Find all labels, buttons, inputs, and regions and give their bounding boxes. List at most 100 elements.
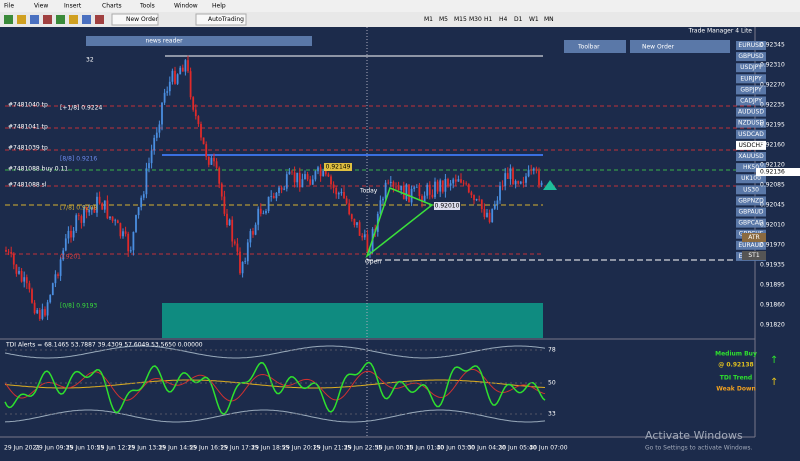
zone (162, 303, 543, 338)
tool-icon[interactable] (4, 15, 13, 24)
timeframe[interactable]: M5 (439, 16, 448, 23)
candle (506, 173, 509, 179)
symbol-label[interactable]: GBPAUD (738, 209, 763, 216)
candle (540, 182, 543, 186)
candle (369, 251, 371, 253)
symbol-button[interactable] (736, 63, 766, 73)
symbol-button[interactable] (736, 218, 766, 228)
indicator-button-label[interactable]: ATR (748, 234, 759, 241)
panel-button[interactable] (630, 40, 730, 53)
button-label[interactable]: New Order (126, 16, 159, 23)
indicator-button-label[interactable]: ST1 (748, 252, 759, 259)
symbol-label[interactable]: HK50 (743, 164, 759, 171)
indicator-button[interactable] (742, 233, 766, 242)
tool-icon[interactable] (95, 15, 104, 24)
indicator-button[interactable] (742, 251, 766, 260)
menu-item[interactable]: Help (212, 3, 226, 10)
order-label: #7481039 tp (8, 145, 48, 152)
menu-item[interactable]: File (4, 3, 14, 10)
tool-icon[interactable] (43, 15, 52, 24)
candle (395, 186, 397, 188)
candle (439, 180, 442, 192)
candle (272, 196, 275, 199)
candle (93, 207, 96, 213)
button[interactable] (111, 13, 159, 26)
symbol-label[interactable]: UK100 (741, 175, 761, 182)
candle (103, 200, 106, 210)
candle (31, 289, 33, 303)
timeframe[interactable]: D1 (514, 16, 523, 23)
symbol-button[interactable] (736, 107, 766, 117)
menu-item[interactable]: Charts (102, 3, 122, 10)
tool-icon[interactable] (30, 15, 39, 24)
panel-button[interactable] (564, 40, 626, 53)
symbol-label[interactable]: GBPJPY (740, 86, 762, 93)
candle (148, 163, 150, 169)
candle (332, 184, 335, 188)
symbol-button[interactable] (736, 240, 766, 250)
menu-item[interactable]: View (34, 3, 48, 10)
symbol-button[interactable] (736, 52, 766, 62)
panel-button-label[interactable]: Toolbar (577, 44, 600, 51)
symbol-button[interactable] (736, 174, 766, 184)
candle (257, 208, 260, 225)
symbol-label[interactable]: US30 (743, 186, 759, 193)
menu-item[interactable]: Window (174, 3, 198, 10)
timeframe[interactable]: H1 (484, 16, 493, 23)
symbol-button[interactable] (736, 185, 766, 195)
button[interactable] (195, 13, 247, 26)
candle (392, 181, 395, 187)
news-reader-bar[interactable] (86, 36, 312, 46)
symbol-label[interactable]: GBPUSD (738, 53, 764, 60)
button-label[interactable]: AutoTrading (208, 16, 244, 23)
symbol-label[interactable]: EURJPY (740, 75, 762, 82)
timeframe[interactable]: H4 (499, 16, 508, 23)
timeframe[interactable]: M15 (454, 16, 467, 23)
menu-item[interactable]: Tools (139, 3, 155, 10)
candle (23, 277, 26, 282)
timeframe[interactable]: M30 (469, 16, 482, 23)
candle (254, 224, 257, 235)
symbol-label[interactable]: USDJPY (740, 64, 762, 71)
symbol-button[interactable] (736, 129, 766, 139)
timeframe[interactable]: W1 (529, 16, 539, 23)
tool-icon[interactable] (56, 15, 65, 24)
symbol-label[interactable]: AUDUSD (738, 109, 764, 116)
menu-item[interactable]: Insert (64, 3, 82, 10)
candle (361, 235, 364, 238)
symbol-label[interactable]: EURAUD (738, 242, 764, 249)
tool-icon[interactable] (69, 15, 78, 24)
candle (337, 193, 340, 195)
symbol-label[interactable]: NZDUSD (738, 120, 764, 127)
symbol-label[interactable]: GBPCAD (738, 220, 764, 227)
symbol-label[interactable]: USDCHF (739, 142, 765, 149)
level-label: [+1/8] 0.9224 (60, 105, 102, 112)
symbol-label[interactable]: GBPNZD (738, 197, 764, 204)
candle (496, 200, 499, 205)
candle (309, 179, 312, 185)
candle (431, 194, 434, 198)
symbol-label[interactable]: CADJPY (740, 98, 762, 105)
symbol-button[interactable] (736, 196, 766, 206)
symbol-button[interactable] (736, 140, 766, 150)
symbol-button[interactable] (736, 163, 766, 173)
timeframe[interactable]: M1 (424, 16, 433, 23)
symbol-button[interactable] (736, 85, 766, 95)
symbol-label[interactable]: XAUUSD (738, 153, 764, 160)
symbol-label[interactable]: EURUSD (738, 42, 764, 49)
symbol-label[interactable]: USDCAD (738, 131, 764, 138)
symbol-button[interactable] (736, 152, 766, 161)
candle (20, 270, 23, 282)
timeframe[interactable]: MN (544, 16, 554, 23)
symbol-button[interactable] (736, 74, 766, 84)
candle (72, 230, 75, 238)
tool-icon[interactable] (82, 15, 91, 24)
news-reader[interactable]: news reader (145, 38, 183, 45)
panel-button-label[interactable]: New Order (642, 44, 675, 51)
symbol-button[interactable] (736, 41, 766, 50)
symbol-button[interactable] (736, 96, 766, 106)
symbol-button[interactable] (736, 118, 766, 128)
symbol-button[interactable] (736, 207, 766, 217)
tool-icon[interactable] (17, 15, 26, 24)
